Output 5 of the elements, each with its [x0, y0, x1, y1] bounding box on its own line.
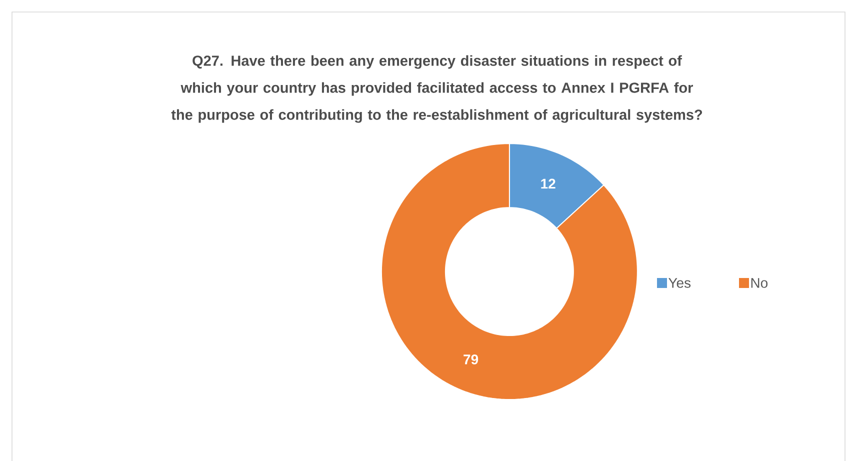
legend-label: Yes [668, 278, 691, 288]
data-label: 12 [541, 178, 556, 189]
data-label: 79 [464, 354, 478, 364]
chart-title: Q27. Have there been any emergency disaster situations in respect of which your country has provided facilitated access to Annex I PGRFA for the purpose of contributing to the re-establishment of agricultural systems? [171, 55, 702, 123]
legend-label: No [751, 278, 768, 288]
